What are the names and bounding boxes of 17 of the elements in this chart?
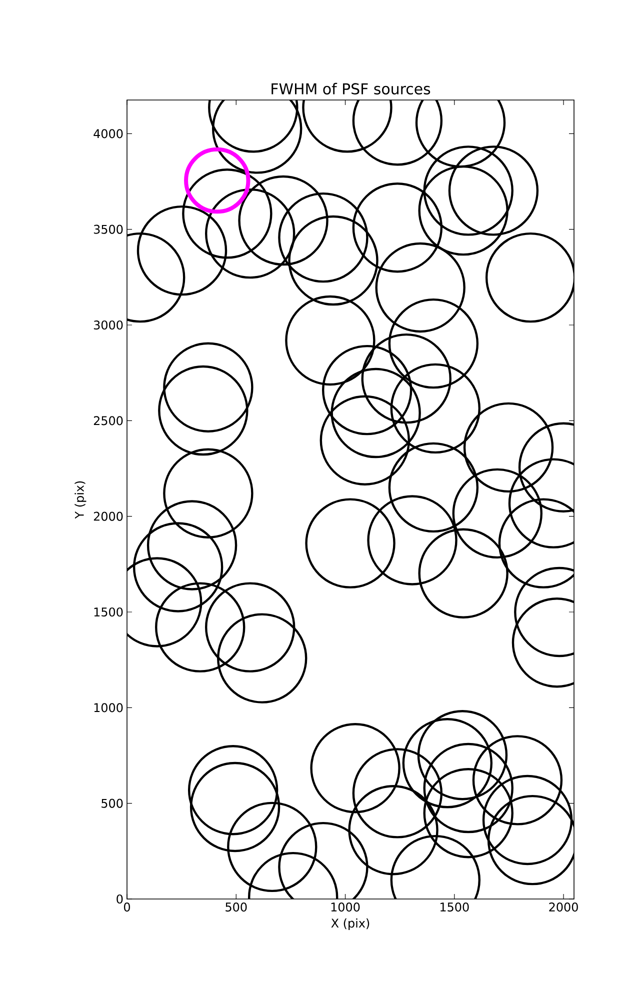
- y-tick-label: 500: [102, 798, 123, 808]
- x-tick-label: 1500: [440, 902, 469, 912]
- y-tick-label: 1000: [94, 703, 123, 712]
- x-tick-label: 1000: [331, 902, 360, 912]
- x-tick-label: 0: [124, 902, 130, 912]
- y-tick-label: 3000: [94, 320, 123, 330]
- x-tick-label: 500: [226, 902, 247, 912]
- y-tick-label: 4000: [94, 129, 123, 138]
- chart-title: FWHM of PSF sources: [272, 82, 430, 94]
- y-tick-label: 1500: [94, 607, 123, 617]
- y-axis-title: Y (pix): [74, 481, 86, 519]
- y-tick-label: 0: [116, 894, 123, 904]
- x-axis-title: X (pix): [331, 918, 370, 930]
- y-tick-label: 2500: [94, 416, 123, 426]
- y-tick-label: 2000: [94, 512, 123, 521]
- x-tick-label: 2000: [549, 902, 578, 912]
- y-tick-label: 3500: [94, 224, 123, 234]
